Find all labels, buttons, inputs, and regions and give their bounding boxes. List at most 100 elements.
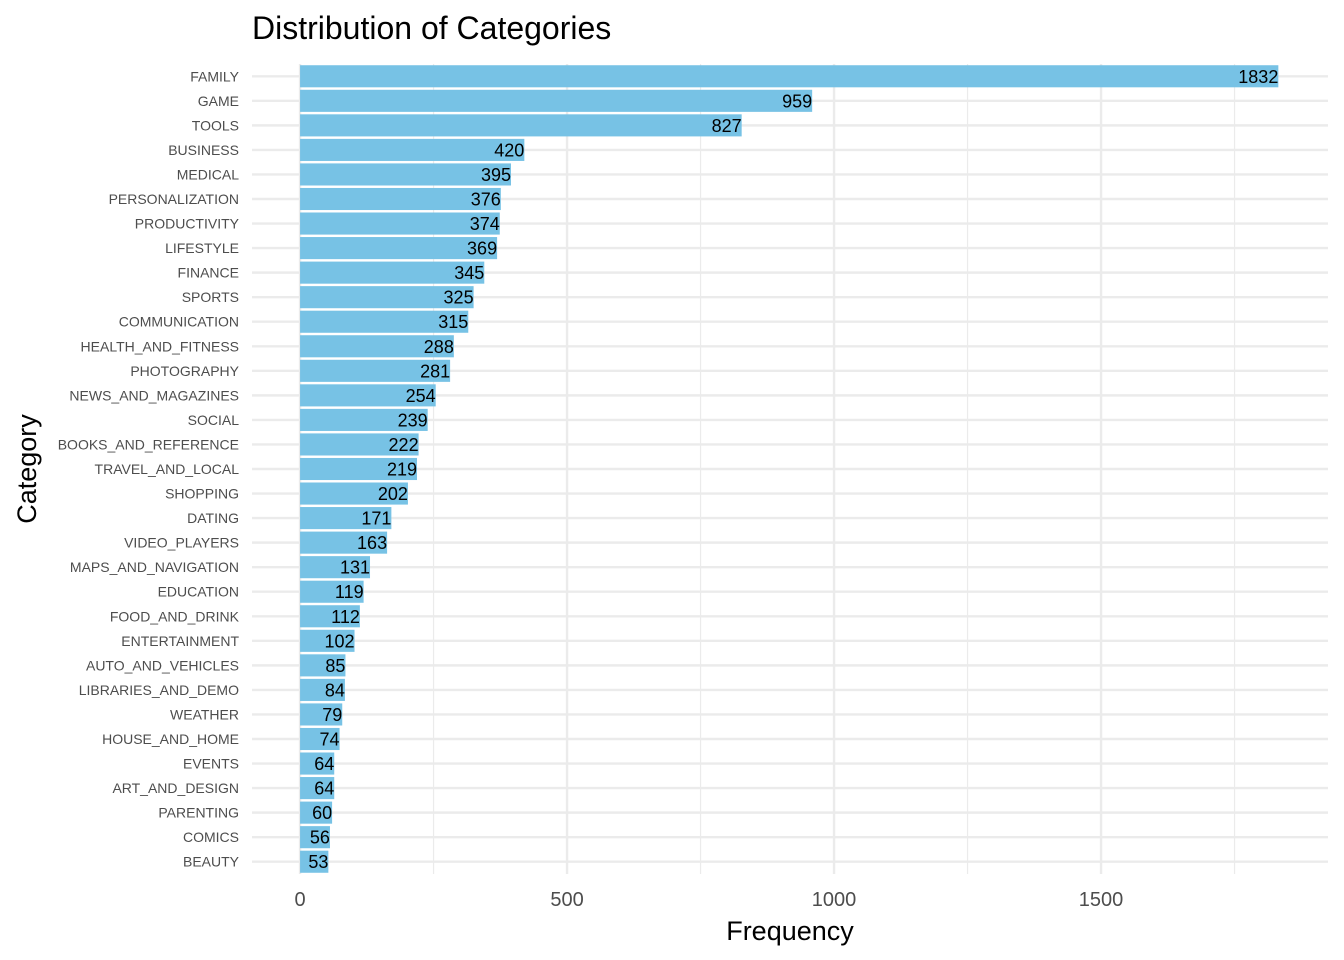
x-tick-label: 500 <box>550 889 583 911</box>
category-tick-label: SHOPPING <box>165 486 239 502</box>
bars <box>300 65 1279 873</box>
bar-value-label: 1832 <box>1238 67 1278 87</box>
bar <box>300 212 500 235</box>
bar <box>300 482 408 505</box>
category-tick-label: FAMILY <box>190 68 239 84</box>
bar <box>300 384 436 407</box>
bar-value-label: 959 <box>782 91 812 111</box>
category-tick-label: MAPS_AND_NAVIGATION <box>70 559 239 575</box>
category-tick-label: SOCIAL <box>188 412 240 428</box>
bar <box>300 261 485 284</box>
category-tick-label: LIFESTYLE <box>165 240 239 256</box>
bar <box>300 727 340 751</box>
bar <box>300 335 454 358</box>
bar <box>300 703 343 726</box>
bar-value-label: 79 <box>322 705 342 725</box>
bar-value-label: 119 <box>335 582 364 602</box>
category-tick-label: BEAUTY <box>183 854 240 870</box>
bar-value-label: 222 <box>389 435 419 455</box>
bar-value-label: 163 <box>357 533 387 553</box>
x-tick-labels: 0 500 1000 1500 <box>294 889 1123 911</box>
bar-value-label: 85 <box>325 656 345 676</box>
category-tick-label: PHOTOGRAPHY <box>130 363 239 379</box>
bar <box>300 777 335 800</box>
category-tick-label: EDUCATION <box>158 584 239 600</box>
bar-value-label: 56 <box>310 828 330 848</box>
bar <box>300 286 474 309</box>
bar <box>300 433 419 456</box>
category-tick-label: PERSONALIZATION <box>109 191 239 207</box>
chart-title: Distribution of Categories <box>252 10 611 46</box>
bar <box>300 310 469 333</box>
bar <box>300 163 511 186</box>
bar-value-label: 254 <box>406 386 436 406</box>
x-tick-label: 1500 <box>1079 889 1124 911</box>
bar-value-label: 171 <box>361 509 391 529</box>
bar <box>300 507 392 530</box>
bar-value-label: 345 <box>454 263 484 283</box>
bar-value-label: 202 <box>378 484 408 504</box>
category-tick-label: TOOLS <box>192 117 239 133</box>
bar-value-label: 420 <box>494 140 524 160</box>
bar-value-label: 112 <box>331 607 360 627</box>
bar-value-label: 102 <box>324 631 354 651</box>
bar-value-label: 53 <box>308 852 328 872</box>
category-tick-label: PRODUCTIVITY <box>135 216 240 232</box>
bar <box>300 89 813 112</box>
bar-value-label: 219 <box>387 460 417 480</box>
category-tick-label: HOUSE_AND_HOME <box>102 731 239 747</box>
category-tick-label: LIBRARIES_AND_DEMO <box>79 682 239 698</box>
bar-value-label: 376 <box>471 190 501 210</box>
x-tick-label: 1000 <box>812 889 857 911</box>
category-tick-label: COMICS <box>183 829 239 845</box>
bar-value-label: 281 <box>420 361 450 381</box>
bar-value-label: 64 <box>314 754 334 774</box>
category-tick-label: BOOKS_AND_REFERENCE <box>58 436 239 452</box>
bar <box>300 826 330 849</box>
bar-value-label: 374 <box>470 214 500 234</box>
bar-value-label: 74 <box>320 730 340 750</box>
bar-value-label: 369 <box>467 239 497 259</box>
category-tick-label: NEWS_AND_MAGAZINES <box>69 387 239 403</box>
category-tick-label: VIDEO_PLAYERS <box>124 535 239 551</box>
bar <box>300 237 498 260</box>
bar-value-label: 84 <box>325 680 345 700</box>
category-tick-label: ENTERTAINMENT <box>121 633 239 649</box>
bar-value-label: 395 <box>481 165 511 185</box>
category-tick-labels: FAMILY GAME TOOLS BUSINESS MEDICAL PERSONALIZ… <box>58 68 240 869</box>
bar <box>300 678 345 701</box>
x-tick-label: 0 <box>294 889 305 911</box>
category-tick-label: GAME <box>198 93 239 109</box>
bar-value-label: 325 <box>444 288 474 308</box>
category-tick-label: BUSINESS <box>168 142 239 158</box>
category-tick-label: AUTO_AND_VEHICLES <box>86 657 239 673</box>
bar <box>300 457 418 481</box>
bar <box>300 580 364 603</box>
category-tick-label: FOOD_AND_DRINK <box>110 608 240 624</box>
category-tick-label: EVENTS <box>183 756 239 772</box>
category-tick-label: DATING <box>187 510 239 526</box>
bar-value-label: 239 <box>398 410 428 430</box>
bar-value-label: 60 <box>312 803 332 823</box>
category-tick-label: ART_AND_DESIGN <box>112 780 239 796</box>
bar <box>300 187 501 211</box>
bar <box>300 138 525 161</box>
category-tick-label: COMMUNICATION <box>119 314 239 330</box>
bar <box>300 114 742 137</box>
category-tick-label: HEALTH_AND_FITNESS <box>81 338 239 354</box>
bar-value-labels: 1832 959 827 420 395 376 374 369 345 325 315 288 281… <box>308 67 1278 872</box>
bar <box>300 531 388 554</box>
bar <box>300 629 355 652</box>
bar <box>300 801 333 824</box>
x-axis-title: Frequency <box>726 916 854 946</box>
y-axis-title: Category <box>12 414 42 524</box>
category-tick-label: TRAVEL_AND_LOCAL <box>95 461 240 477</box>
category-tick-label: MEDICAL <box>177 166 239 182</box>
category-tick-label: PARENTING <box>158 805 239 821</box>
bar <box>300 752 335 775</box>
category-tick-label: FINANCE <box>178 265 239 281</box>
bar <box>300 850 329 873</box>
bar <box>300 556 371 579</box>
bar <box>300 605 360 628</box>
